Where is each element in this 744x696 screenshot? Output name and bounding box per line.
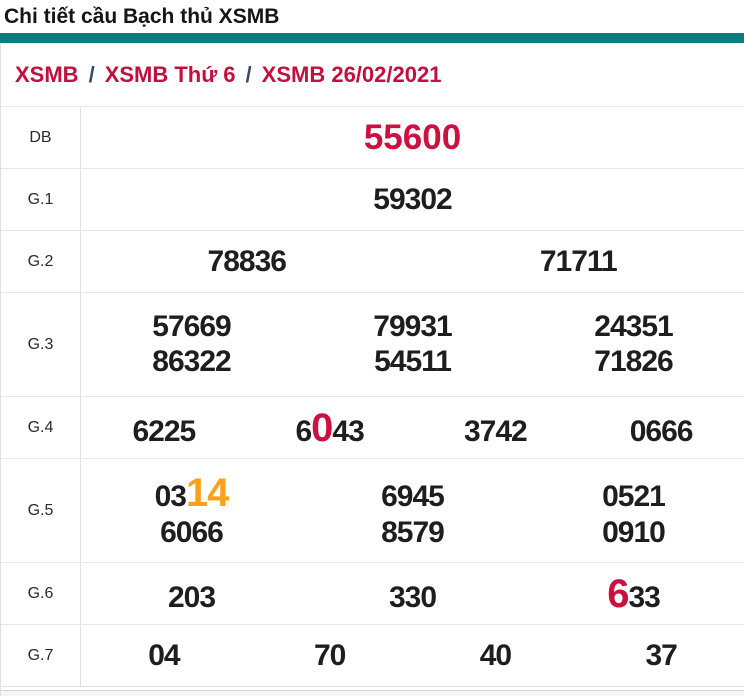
prize-label-g3: G.3 (1, 293, 81, 396)
table-row-g6: G.6 203 330 633 (1, 562, 744, 624)
breadcrumb: XSMB / XSMB Thứ 6 / XSMB 26/02/2021 (1, 43, 744, 106)
accent-bar (0, 33, 744, 43)
breadcrumb-separator: / (88, 61, 95, 87)
prize-number: 57669 (152, 310, 231, 343)
prize-number: 203 (167, 580, 216, 614)
prize-label-g1: G.1 (1, 169, 81, 230)
number-segment: 03 (154, 480, 187, 513)
prize-number: 71826 (594, 345, 673, 378)
prize-number: 6043 (295, 408, 364, 448)
table-row-g7: G.7 04 70 40 37 (1, 624, 744, 686)
prize-number: 6945 (381, 480, 445, 513)
results-table: DB 55600 G.1 59302 G.2 (1, 106, 744, 687)
table-row-g1: G.1 59302 (1, 168, 744, 230)
number-segment: 33 (628, 580, 660, 614)
prize-number: 6066 (160, 516, 224, 549)
prize-number: 79931 (373, 310, 452, 343)
number-segment: 6 (295, 414, 312, 448)
breadcrumb-link-xsmb[interactable]: XSMB (15, 61, 79, 87)
prize-number: 70 (313, 638, 346, 672)
table-row-g5: G.5 0314 6945 0521 6066 8579 0910 (1, 458, 744, 562)
highlighted-digit-red: 6 (607, 571, 629, 616)
prize-number: 54511 (374, 345, 452, 378)
prize-number: 330 (388, 580, 437, 614)
prize-label-g2: G.2 (1, 231, 81, 292)
highlighted-digit-red: 0 (311, 405, 333, 450)
prize-number: 0666 (629, 414, 694, 448)
result-panel: XSMB / XSMB Thứ 6 / XSMB 26/02/2021 DB 5… (0, 43, 744, 696)
prize-label-g6: G.6 (1, 563, 81, 624)
prize-number-special: 55600 (363, 118, 462, 157)
table-row-g4: G.4 6225 6043 3742 0666 (1, 396, 744, 458)
prize-label-g4: G.4 (1, 397, 81, 458)
prize-number: 0314 (154, 473, 230, 513)
prize-number: 0910 (602, 516, 666, 549)
table-row-db: DB 55600 (1, 106, 744, 168)
prize-number: 8579 (381, 516, 445, 549)
prize-number: 633 (607, 574, 661, 614)
table-row-g2: G.2 78836 71711 (1, 230, 744, 292)
prize-number: 04 (148, 638, 180, 672)
prize-number: 37 (645, 638, 677, 672)
prize-number: 78836 (207, 244, 287, 278)
prize-number: 71711 (539, 244, 618, 278)
prize-number: 59302 (373, 182, 452, 216)
breadcrumb-link-xsmb-date[interactable]: XSMB 26/02/2021 (261, 61, 442, 87)
prize-number: 6225 (132, 414, 197, 448)
breadcrumb-link-xsmb-thu-6[interactable]: XSMB Thứ 6 (104, 61, 236, 87)
prize-number: 40 (479, 638, 512, 672)
prize-number: 86322 (152, 345, 231, 378)
prize-label-db: DB (1, 107, 81, 168)
highlighted-digits-orange: 14 (185, 471, 229, 515)
table-row-g3: G.3 57669 79931 24351 86322 54511 71826 (1, 292, 744, 396)
prize-number: 0521 (602, 480, 666, 513)
prize-label-g7: G.7 (1, 625, 81, 686)
number-segment: 43 (332, 414, 364, 448)
footer-strip (1, 690, 744, 696)
prize-number: 3742 (464, 414, 528, 448)
breadcrumb-separator: / (245, 61, 252, 87)
prize-label-g5: G.5 (1, 459, 81, 562)
prize-number: 24351 (594, 310, 673, 343)
page-title: Chi tiết cầu Bạch thủ XSMB (4, 4, 280, 28)
